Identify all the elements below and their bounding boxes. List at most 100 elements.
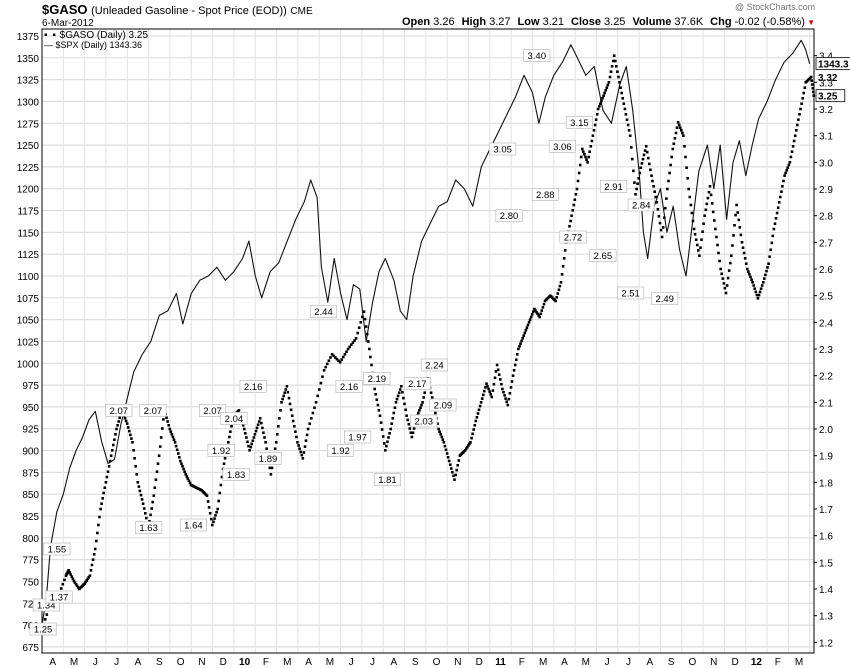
callout: 2.03	[410, 414, 438, 428]
gaso-point	[301, 457, 305, 460]
gaso-point	[229, 430, 232, 433]
gaso-point	[691, 219, 695, 223]
gaso-point	[183, 470, 186, 473]
gaso-point	[760, 284, 764, 287]
gaso-point	[494, 370, 498, 373]
gaso-point	[134, 465, 137, 468]
gaso-point	[67, 569, 70, 572]
gaso-point	[59, 587, 63, 590]
gaso-point	[285, 385, 289, 388]
gaso-point	[274, 441, 278, 444]
gaso-point	[128, 429, 131, 433]
gaso-point	[711, 210, 715, 214]
callout: 2.88	[531, 187, 559, 201]
gaso-point	[63, 578, 66, 582]
chart-date: 6-Mar-2012	[42, 18, 94, 29]
gaso-point	[606, 83, 610, 87]
gaso-point	[375, 398, 379, 401]
callout: 1.25	[29, 622, 57, 636]
gaso-point	[692, 227, 696, 231]
gaso-point	[690, 211, 694, 215]
gaso-point	[772, 227, 776, 231]
gaso-point	[671, 147, 675, 151]
callout-box	[548, 139, 576, 153]
gaso-point	[243, 427, 246, 431]
gaso-point	[782, 179, 785, 183]
callout-label: 2.51	[621, 289, 640, 300]
gaso-point	[563, 249, 567, 252]
gaso-point	[75, 584, 79, 588]
gaso-point	[739, 233, 743, 237]
x-tick-label: A	[135, 657, 142, 668]
last-value-tag: 3.32	[818, 73, 838, 84]
gaso-point	[446, 456, 450, 459]
last-value-label: 3.32	[818, 73, 838, 84]
gaso-point	[536, 312, 539, 316]
gaso-point	[616, 70, 619, 73]
gaso-point	[442, 441, 446, 444]
gaso-point	[674, 131, 678, 135]
gaso-point	[612, 54, 616, 57]
gaso-point	[656, 208, 660, 211]
right-tick-label: 3.1	[819, 132, 833, 143]
gaso-point	[268, 466, 272, 470]
gaso-point	[321, 375, 324, 378]
gaso-point	[725, 284, 729, 287]
left-tick-label: 775	[22, 556, 39, 567]
gaso-point	[228, 435, 231, 439]
gaso-point	[470, 436, 473, 440]
gaso-point	[300, 453, 304, 457]
x-tick-label: M	[70, 657, 78, 668]
gaso-point	[263, 436, 266, 439]
gaso-point	[686, 177, 689, 180]
gaso-point	[69, 573, 72, 576]
gaso-point	[585, 158, 588, 161]
callout: 1.64	[179, 518, 207, 532]
gaso-point	[570, 214, 573, 217]
gaso-point	[505, 400, 508, 404]
gaso-point	[615, 65, 618, 68]
right-tick-label: 2.8	[819, 212, 833, 223]
callout-label: 2.07	[203, 406, 222, 417]
right-tick-label: 3.3	[819, 78, 833, 89]
gaso-point	[370, 363, 373, 367]
stat-label: Volume	[632, 16, 675, 28]
gaso-point	[524, 329, 528, 332]
down-arrow-icon: ▼	[804, 18, 816, 27]
gaso-point	[643, 149, 647, 152]
gaso-point	[802, 91, 805, 95]
stat-value: 3.21	[542, 16, 564, 28]
gaso-point	[596, 107, 600, 111]
callout-label: 2.16	[340, 382, 359, 393]
gaso-point	[298, 447, 301, 450]
gaso-point	[740, 241, 744, 244]
right-tick-label: 1.4	[819, 585, 833, 596]
gaso-point	[305, 433, 309, 437]
callout-box	[344, 430, 372, 444]
gaso-point	[637, 177, 640, 180]
callout: 1.81	[373, 473, 402, 486]
gaso-point	[789, 155, 793, 159]
gaso-point	[766, 266, 769, 269]
right-tick-label: 1.9	[819, 452, 833, 463]
gaso-point	[732, 234, 735, 237]
gaso-point	[496, 368, 500, 372]
gaso-point	[792, 139, 796, 143]
gaso-point	[391, 417, 395, 420]
gaso-point	[411, 431, 415, 434]
gaso-point	[683, 145, 686, 148]
stat-open: Open 3.26	[402, 16, 455, 28]
callout-label: 2.03	[414, 417, 433, 428]
callout-label: 2.44	[314, 307, 333, 318]
gaso-point	[165, 416, 168, 420]
callout: 1.83	[222, 467, 250, 481]
gaso-point	[261, 426, 264, 430]
gaso-point	[310, 417, 313, 420]
gaso-point	[220, 475, 224, 479]
gaso-point	[148, 520, 151, 523]
legend-spx-label: $SPX (Daily) 1343.36	[55, 40, 143, 50]
gaso-point	[528, 318, 532, 321]
gaso-point	[655, 201, 659, 204]
gaso-point	[742, 251, 746, 255]
gaso-point	[443, 444, 447, 448]
